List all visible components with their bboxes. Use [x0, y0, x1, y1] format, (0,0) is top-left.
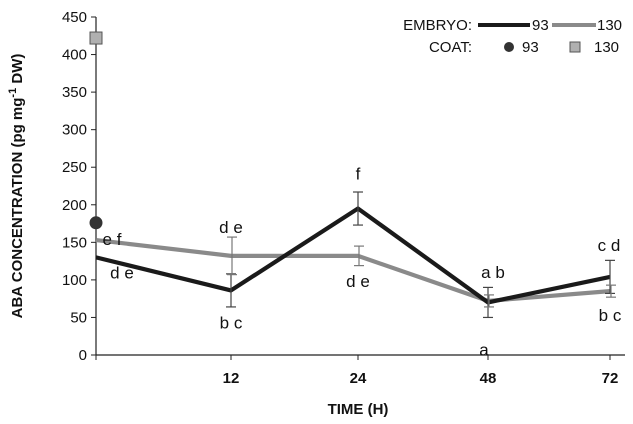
legend-embryo-130-label: 130 [597, 17, 622, 34]
significance-label: b c [220, 313, 243, 332]
legend-coat-130-marker [569, 41, 581, 53]
significance-label: d e [219, 218, 243, 237]
series-layer [89, 31, 616, 319]
y-tick-label: 450 [62, 9, 87, 26]
y-tick-label: 350 [62, 84, 87, 101]
y-axis-title: ABA CONCENTRATION (pg mg-1 DW) [7, 54, 26, 319]
legend-coat-93-label: 93 [522, 39, 539, 56]
significance-label: c d [598, 236, 621, 255]
legend-embryo-label: EMBRYO: [403, 17, 472, 34]
significance-label: a b [481, 263, 505, 282]
significance-label: a [479, 340, 489, 359]
x-tick-label: 72 [602, 370, 619, 387]
y-tick-label: 50 [70, 309, 87, 326]
legend-embryo-93-label: 93 [532, 17, 549, 34]
x-tick-label: 12 [223, 370, 240, 387]
legend: EMBRYO: 93 130 COAT: 93 130 [403, 17, 622, 56]
axes: 0 50 100 150 200 250 300 350 400 450 12 24 48 72 TIME … [7, 9, 625, 418]
x-tick-label: 24 [350, 370, 367, 387]
y-tick-label: 0 [79, 347, 87, 364]
significance-label: e f [103, 230, 122, 249]
legend-coat-label: COAT: [429, 39, 472, 56]
legend-coat-93-marker [504, 42, 514, 52]
x-axis-title: TIME (H) [328, 401, 389, 418]
legend-coat-130-label: 130 [594, 39, 619, 56]
annotation-layer: e f d e d e b c f d e a b a c d b c [103, 165, 622, 360]
x-tick-label: 48 [480, 370, 497, 387]
y-tick-label: 250 [62, 159, 87, 176]
significance-label: f [356, 165, 361, 184]
significance-label: d e [110, 263, 134, 282]
series-line-embryo-130 [95, 237, 611, 304]
y-tick-label: 400 [62, 47, 87, 64]
y-tick-label: 100 [62, 272, 87, 289]
coat-point-93 [89, 216, 103, 230]
y-tick-label: 200 [62, 197, 87, 214]
coat-point-130 [89, 31, 103, 45]
y-tick-label: 150 [62, 234, 87, 251]
significance-label: b c [599, 306, 622, 325]
y-tick-label: 300 [62, 122, 87, 139]
significance-label: d e [346, 272, 370, 291]
